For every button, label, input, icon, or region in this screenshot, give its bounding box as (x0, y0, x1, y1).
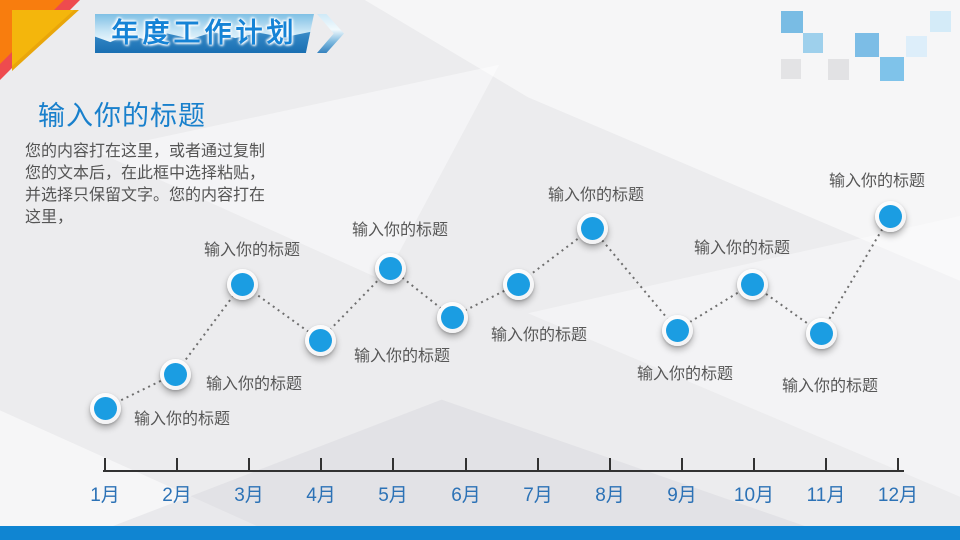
section-title: 输入你的标题 (38, 101, 206, 131)
decor-square (880, 57, 904, 81)
decor-square (930, 11, 951, 32)
data-point-inner-circle (230, 272, 254, 296)
data-point-inner-circle (878, 204, 902, 228)
data-point-inner-circle (740, 272, 764, 296)
axis-label-1月: 1月 (90, 485, 120, 506)
data-point-inner-circle (163, 362, 187, 386)
body-text: 您的内容打在这里，或者通过复制 您的文本后，在此框中选择粘贴， 并选择只保留文字… (25, 143, 266, 226)
data-point-2月 (159, 358, 191, 390)
point-label-12月: 输入你的标题 (829, 173, 926, 190)
axis-label-7月: 7月 (523, 485, 553, 506)
slide-title: 年度工作计划 (111, 18, 298, 48)
data-point-9月 (661, 314, 693, 346)
data-point-1月 (89, 392, 121, 424)
data-point-5月 (374, 252, 406, 284)
point-label-2月: 输入你的标题 (206, 376, 303, 393)
data-point-7月 (502, 268, 534, 300)
point-label-11月: 输入你的标题 (782, 378, 879, 395)
axis-label-4月: 4月 (306, 485, 336, 506)
decor-square (803, 33, 823, 53)
data-point-inner-circle (308, 328, 332, 352)
point-label-1月: 输入你的标题 (134, 411, 231, 428)
point-label-5月: 输入你的标题 (352, 222, 449, 239)
axis-label-11月: 11月 (806, 485, 846, 506)
data-point-10月 (736, 268, 768, 300)
data-point-4月 (304, 324, 336, 356)
axis-label-12月: 12月 (877, 485, 919, 506)
point-label-9月: 输入你的标题 (637, 366, 734, 383)
data-point-6月 (436, 301, 468, 333)
point-label-6月: 输入你的标题 (491, 327, 588, 344)
bottom-bar-decoration (0, 526, 960, 540)
axis-label-10月: 10月 (733, 485, 775, 506)
point-label-10月: 输入你的标题 (694, 240, 791, 257)
axis-label-5月: 5月 (378, 485, 408, 506)
point-label-4月: 输入你的标题 (354, 348, 451, 365)
data-point-inner-circle (506, 272, 530, 296)
data-point-12月 (874, 200, 906, 232)
data-point-inner-circle (665, 318, 689, 342)
data-point-inner-circle (809, 321, 833, 345)
decor-square (781, 59, 801, 79)
axis-label-6月: 6月 (451, 485, 481, 506)
header-banner: 年度工作计划 (95, 14, 314, 53)
axis-label-2月: 2月 (162, 485, 192, 506)
data-point-inner-circle (93, 396, 117, 420)
data-point-inner-circle (440, 305, 464, 329)
data-point-11月 (805, 317, 837, 349)
axis-label-3月: 3月 (234, 485, 264, 506)
axis-label-8月: 8月 (595, 485, 625, 506)
data-point-inner-circle (378, 256, 402, 280)
data-point-8月 (576, 212, 608, 244)
decor-square (781, 11, 803, 33)
data-point-3月 (226, 268, 258, 300)
decor-square (828, 59, 849, 80)
point-label-3月: 输入你的标题 (204, 242, 301, 259)
axis-label-9月: 9月 (667, 485, 697, 506)
data-point-inner-circle (580, 216, 604, 240)
decor-square (906, 36, 927, 57)
decor-square (855, 33, 879, 57)
point-label-8月: 输入你的标题 (548, 187, 645, 204)
